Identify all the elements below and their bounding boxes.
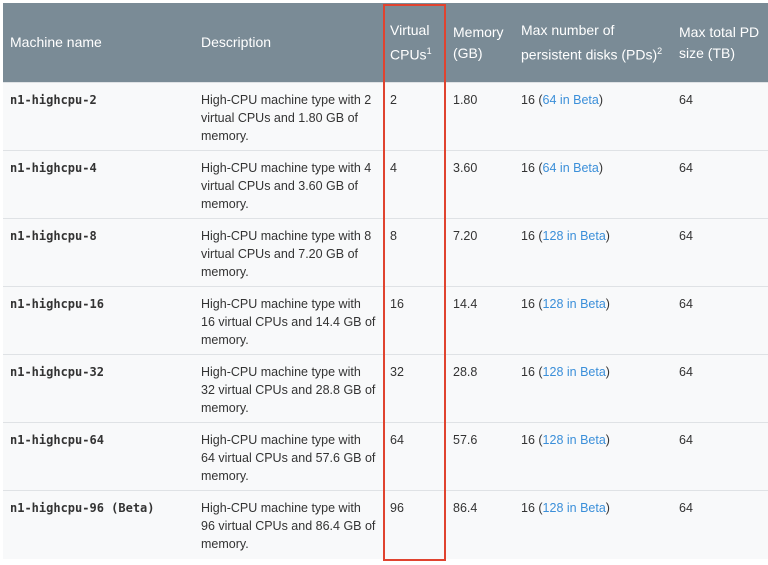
vcpus: 8: [383, 218, 446, 287]
max-pd-size: 64: [672, 82, 768, 151]
table-header-row: Machine name Description Virtual CPUs1 M…: [3, 3, 768, 83]
memory: 14.4: [446, 286, 514, 355]
vcpus: 16: [383, 286, 446, 355]
description: High-CPU machine type with 4 virtual CPU…: [194, 150, 383, 219]
footnote-2[interactable]: 2: [657, 45, 663, 56]
max-pds: 16 (64 in Beta): [514, 82, 672, 151]
machine-name: n1-highcpu-64: [3, 422, 194, 491]
header-max-pd-size: Max total PD size (TB): [672, 3, 768, 83]
description: High-CPU machine type with 8 virtual CPU…: [194, 218, 383, 287]
header-memory: Memory (GB): [446, 3, 514, 83]
max-pds: 16 (128 in Beta): [514, 286, 672, 355]
machine-name: n1-highcpu-32: [3, 354, 194, 423]
table-row: n1-highcpu-2 High-CPU machine type with …: [3, 82, 768, 151]
machine-name: n1-highcpu-16: [3, 286, 194, 355]
header-max-pds: Max number of persistent disks (PDs)2: [514, 3, 672, 83]
memory: 86.4: [446, 490, 514, 559]
description: High-CPU machine type with 64 virtual CP…: [194, 422, 383, 491]
vcpus: 64: [383, 422, 446, 491]
max-pd-size: 64: [672, 286, 768, 355]
description: High-CPU machine type with 96 virtual CP…: [194, 490, 383, 559]
memory: 7.20: [446, 218, 514, 287]
beta-link[interactable]: 128 in Beta: [542, 433, 606, 447]
machine-types-table: Machine name Description Virtual CPUs1 M…: [3, 3, 768, 559]
memory: 28.8: [446, 354, 514, 423]
beta-link[interactable]: 128 in Beta: [542, 297, 606, 311]
beta-link[interactable]: 64 in Beta: [542, 93, 599, 107]
vcpus: 2: [383, 82, 446, 151]
table-row: n1-highcpu-4 High-CPU machine type with …: [3, 150, 768, 219]
memory: 1.80: [446, 82, 514, 151]
max-pds: 16 (128 in Beta): [514, 490, 672, 559]
vcpus: 4: [383, 150, 446, 219]
beta-link[interactable]: 64 in Beta: [542, 161, 599, 175]
header-description: Description: [194, 3, 383, 83]
max-pds: 16 (128 in Beta): [514, 354, 672, 423]
vcpus: 96: [383, 490, 446, 559]
vcpus: 32: [383, 354, 446, 423]
description: High-CPU machine type with 16 virtual CP…: [194, 286, 383, 355]
machine-name: n1-highcpu-8: [3, 218, 194, 287]
max-pds: 16 (128 in Beta): [514, 218, 672, 287]
max-pd-size: 64: [672, 354, 768, 423]
beta-link[interactable]: 128 in Beta: [542, 229, 606, 243]
table-row: n1-highcpu-96 (Beta) High-CPU machine ty…: [3, 490, 768, 559]
table-row: n1-highcpu-8 High-CPU machine type with …: [3, 218, 768, 287]
description: High-CPU machine type with 32 virtual CP…: [194, 354, 383, 423]
memory: 3.60: [446, 150, 514, 219]
beta-link[interactable]: 128 in Beta: [542, 365, 606, 379]
max-pd-size: 64: [672, 422, 768, 491]
highlight-box: [383, 4, 446, 561]
table-row: n1-highcpu-16 High-CPU machine type with…: [3, 286, 768, 355]
machine-name: n1-highcpu-2: [3, 82, 194, 151]
header-machine-name: Machine name: [3, 3, 194, 83]
machine-name: n1-highcpu-4: [3, 150, 194, 219]
beta-link[interactable]: 128 in Beta: [542, 501, 606, 515]
max-pds: 16 (128 in Beta): [514, 422, 672, 491]
memory: 57.6: [446, 422, 514, 491]
machine-name: n1-highcpu-96 (Beta): [3, 490, 194, 559]
max-pd-size: 64: [672, 218, 768, 287]
description: High-CPU machine type with 2 virtual CPU…: [194, 82, 383, 151]
table-row: n1-highcpu-32 High-CPU machine type with…: [3, 354, 768, 423]
footnote-1[interactable]: 1: [426, 45, 432, 56]
max-pd-size: 64: [672, 150, 768, 219]
max-pd-size: 64: [672, 490, 768, 559]
table-row: n1-highcpu-64 High-CPU machine type with…: [3, 422, 768, 491]
header-vcpus: Virtual CPUs1: [383, 3, 446, 83]
max-pds: 16 (64 in Beta): [514, 150, 672, 219]
